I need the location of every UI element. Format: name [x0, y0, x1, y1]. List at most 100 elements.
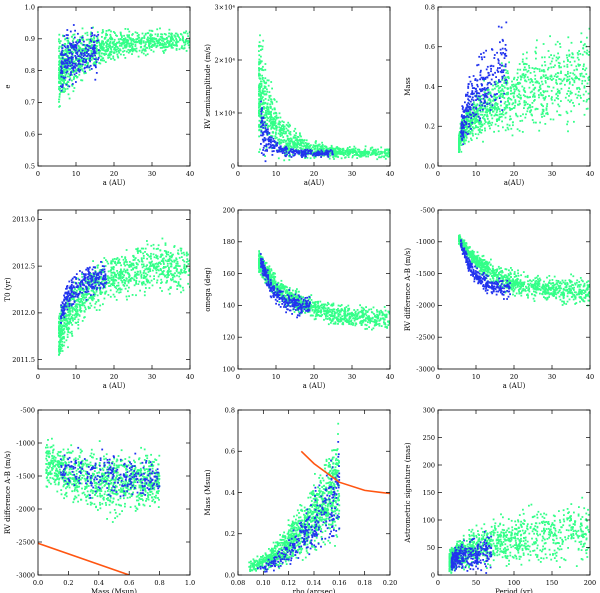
selected-point — [468, 107, 471, 110]
all-point — [71, 323, 74, 326]
all-point — [80, 60, 83, 62]
all-point — [58, 96, 61, 98]
all-point — [120, 34, 123, 37]
all-point — [116, 270, 118, 272]
all-point — [478, 120, 481, 123]
selected-point — [476, 64, 478, 67]
all-point — [258, 109, 261, 111]
all-point — [522, 94, 525, 97]
all-point — [536, 81, 538, 84]
all-point — [268, 111, 271, 114]
all-point — [522, 53, 525, 56]
selected-point — [61, 49, 64, 52]
all-point — [481, 105, 484, 108]
all-point — [99, 291, 102, 294]
all-point — [505, 105, 508, 108]
selected-point — [93, 49, 96, 52]
all-point — [289, 145, 292, 148]
all-point — [340, 153, 343, 155]
all-point — [79, 60, 82, 62]
all-point — [157, 257, 159, 260]
selected-point — [470, 108, 472, 111]
selected-point — [260, 152, 263, 154]
all-point — [159, 287, 162, 289]
all-point — [353, 150, 356, 152]
all-point — [539, 77, 542, 80]
all-point — [144, 54, 147, 57]
all-point — [497, 82, 499, 84]
all-point — [494, 105, 496, 107]
selected-point — [83, 61, 86, 64]
selected-point — [69, 42, 71, 45]
all-point — [149, 270, 152, 272]
all-point — [271, 135, 274, 138]
all-point — [131, 47, 134, 50]
selected-point — [260, 134, 262, 137]
all-point — [140, 273, 143, 276]
selected-point — [63, 35, 66, 37]
all-point — [265, 113, 267, 116]
all-point — [567, 79, 569, 82]
all-point — [458, 131, 461, 133]
all-point — [136, 250, 139, 252]
all-point — [113, 48, 116, 50]
all-point — [159, 47, 162, 49]
all-point — [531, 90, 533, 93]
all-point — [120, 271, 123, 274]
all-point — [359, 155, 362, 158]
all-point — [533, 92, 536, 95]
all-point — [124, 260, 127, 263]
all-point — [588, 75, 590, 78]
all-point — [533, 95, 536, 98]
all-point — [307, 143, 310, 146]
all-point — [546, 111, 549, 114]
selected-point — [469, 80, 472, 83]
all-point — [334, 147, 337, 150]
all-point — [128, 49, 131, 52]
all-point — [260, 60, 263, 63]
all-point — [269, 124, 272, 127]
selected-point — [69, 43, 72, 46]
all-point — [524, 116, 527, 119]
all-point — [494, 106, 497, 109]
all-point — [557, 91, 559, 93]
selected-point — [91, 34, 94, 37]
all-point — [184, 31, 187, 34]
all-point — [258, 114, 261, 117]
all-point — [507, 72, 509, 75]
y-tick-label: 1×10⁴ — [215, 109, 236, 117]
selected-point — [491, 48, 493, 50]
all-point — [66, 69, 68, 72]
all-point — [551, 102, 554, 105]
all-point — [583, 86, 586, 89]
all-point — [497, 106, 500, 108]
all-point — [269, 105, 272, 108]
selected-point — [76, 53, 79, 55]
selected-point — [317, 153, 320, 156]
all-point — [135, 265, 138, 268]
all-point — [98, 309, 101, 311]
selected-point — [69, 30, 72, 33]
selected-point — [504, 63, 507, 66]
all-point — [259, 97, 262, 100]
all-point — [566, 92, 568, 95]
all-point — [473, 127, 475, 130]
selected-point — [501, 38, 504, 41]
all-point — [164, 45, 167, 48]
selected-point — [64, 60, 66, 62]
all-point — [492, 88, 494, 91]
all-point — [81, 304, 84, 307]
selected-point — [468, 123, 470, 125]
all-point — [162, 50, 164, 53]
selected-point — [70, 71, 72, 73]
all-point — [285, 127, 288, 130]
all-point — [72, 61, 74, 63]
all-point — [122, 276, 125, 279]
all-point — [64, 324, 66, 327]
all-point — [87, 57, 90, 60]
all-point — [144, 268, 147, 271]
all-point — [497, 84, 500, 87]
all-point — [317, 149, 320, 151]
selected-point — [502, 40, 504, 42]
all-point — [488, 92, 490, 95]
